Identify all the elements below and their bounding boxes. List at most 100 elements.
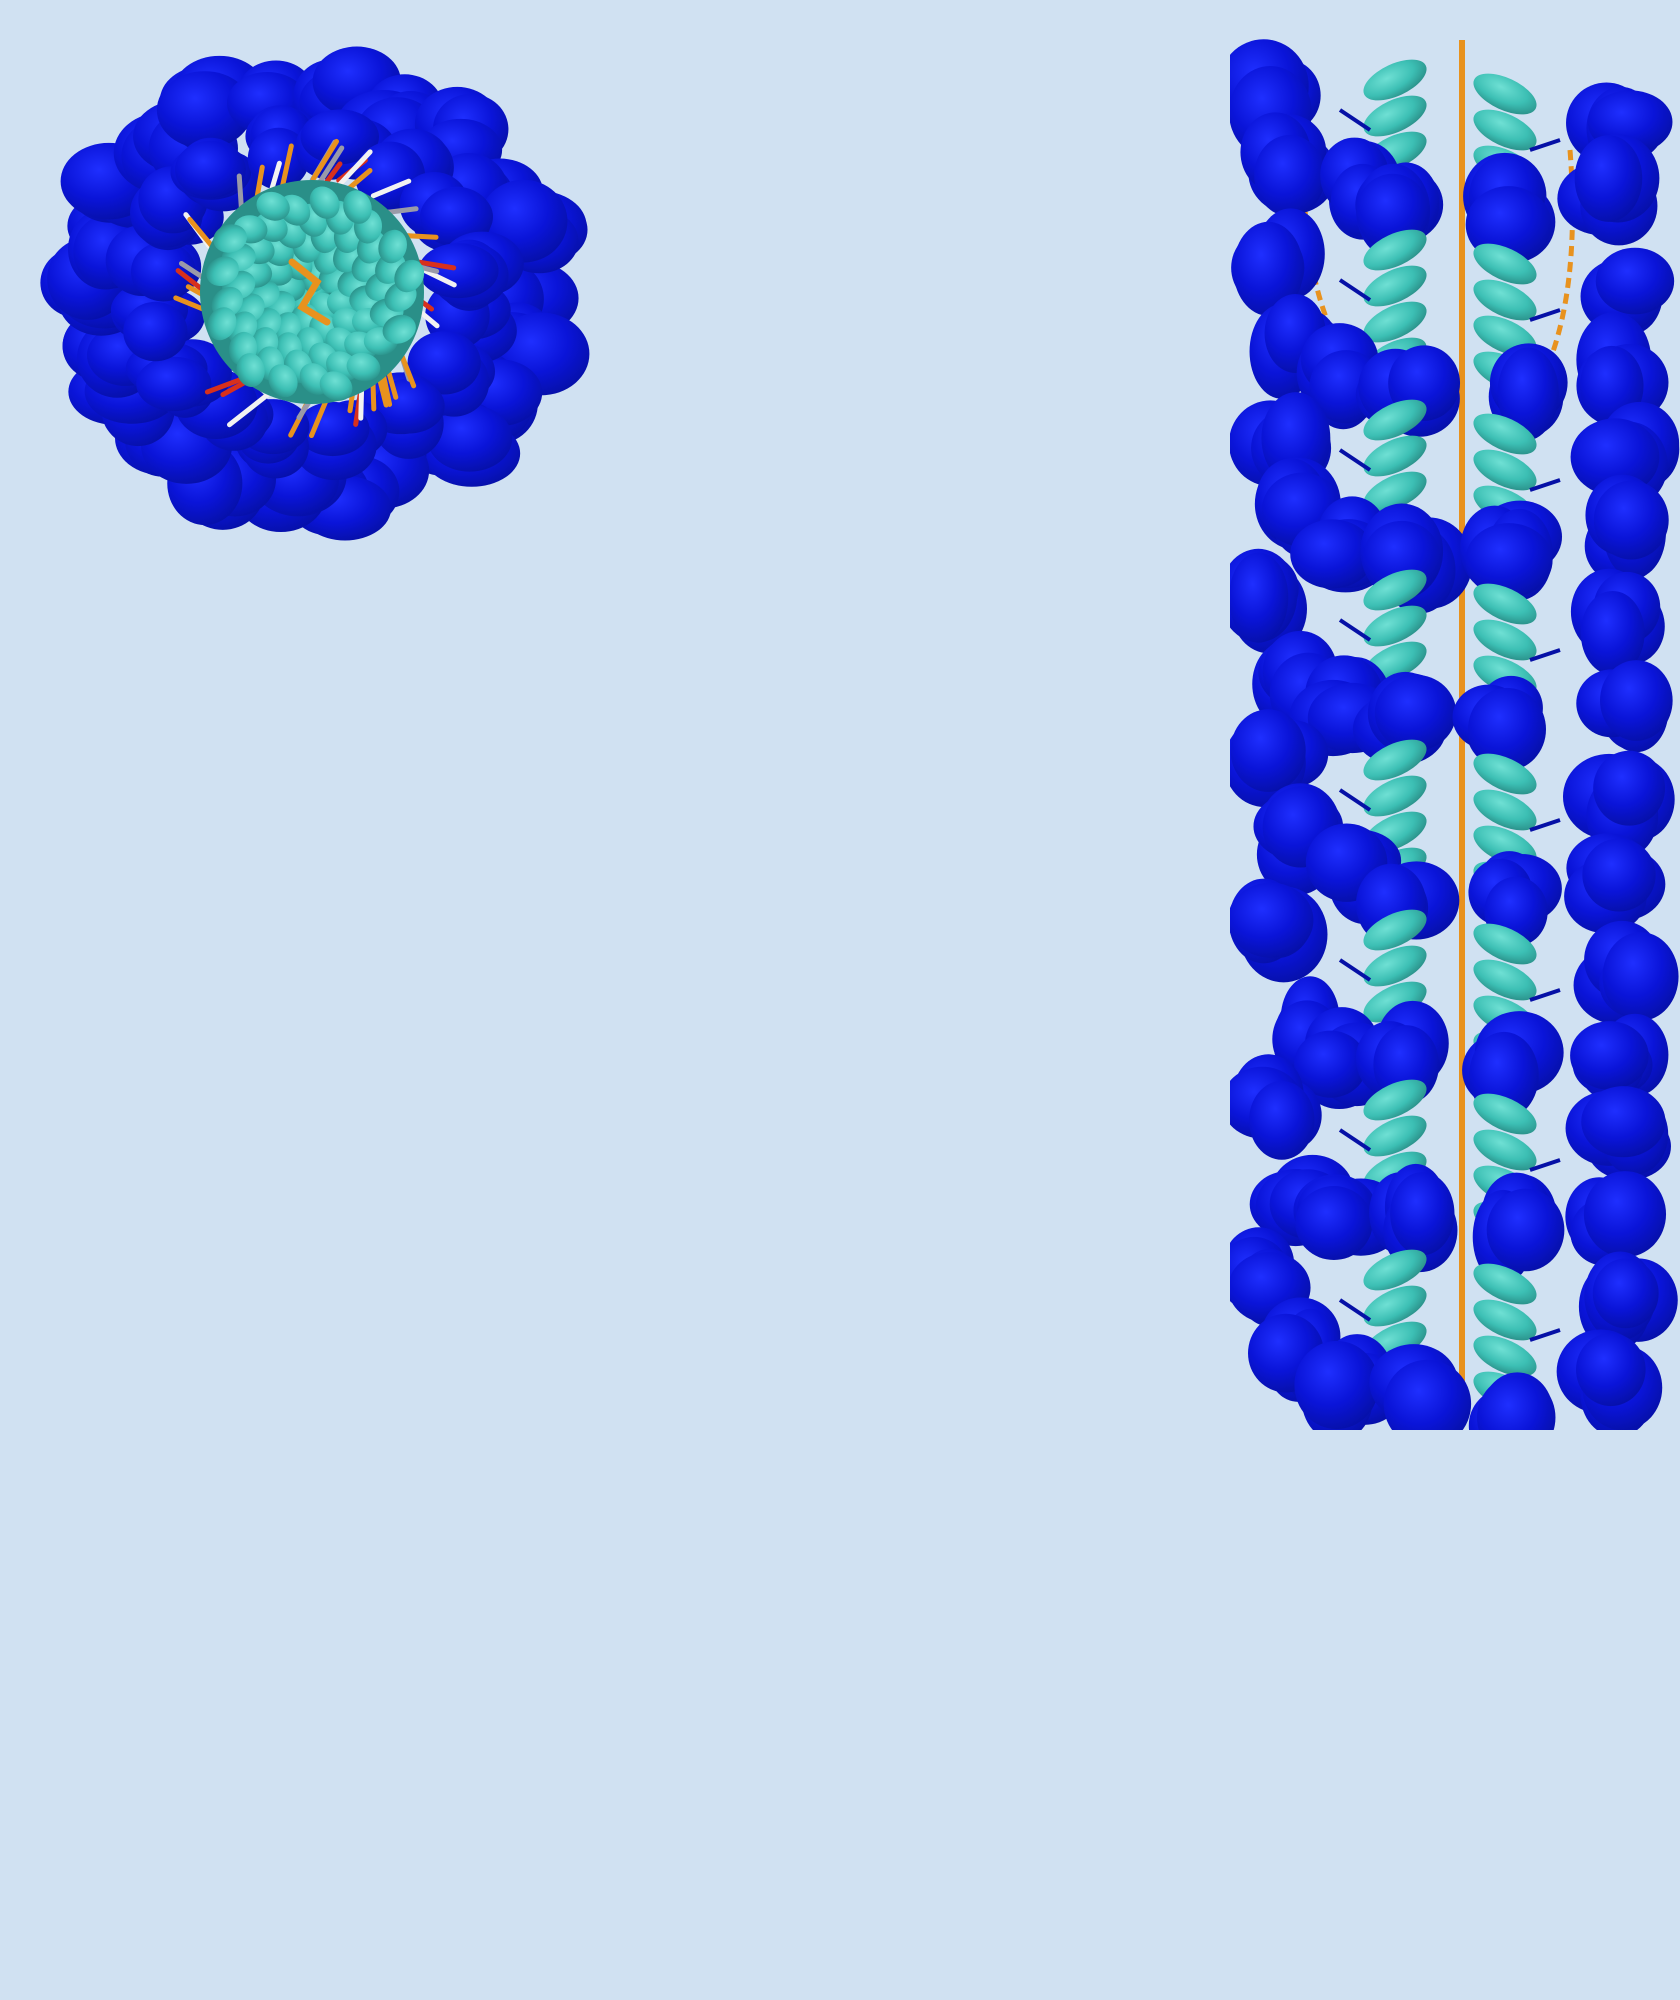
core-aromatic <box>1473 243 1537 285</box>
headgroup-blob <box>1289 655 1398 757</box>
core-aromatic <box>382 314 416 344</box>
core-aromatic <box>1363 1249 1427 1291</box>
headgroup-blob <box>1369 1344 1472 1430</box>
core-aromatic <box>1363 605 1427 647</box>
headgroup-blob <box>1556 1329 1663 1430</box>
headgroup-blob <box>1369 1163 1458 1273</box>
headgroup-blob-lobe <box>1294 1030 1368 1098</box>
headgroup-blob <box>1565 1171 1667 1266</box>
linker-bond <box>1529 1158 1561 1172</box>
headgroup-blob-lobe <box>295 401 370 457</box>
headgroup-blob <box>1230 878 1328 983</box>
core-aromatic <box>1363 229 1427 271</box>
core-aromatic <box>1363 775 1427 817</box>
core-aromatic <box>1363 1285 1427 1327</box>
headgroup-blob-lobe <box>427 404 513 472</box>
core-aromatic <box>1473 1299 1537 1341</box>
core-aromatic <box>206 256 239 286</box>
core-aromatic <box>236 353 265 387</box>
core-aromatic <box>1473 73 1537 115</box>
top-view-group <box>40 46 590 541</box>
headgroup-blob-lobe <box>1599 660 1673 741</box>
headgroup-blob-lobe <box>373 378 445 434</box>
headgroup-blob-lobe <box>1230 882 1314 958</box>
headgroup-blob-lobe <box>1582 838 1656 912</box>
core-aromatic <box>1363 59 1427 101</box>
core-aromatic <box>1363 265 1427 307</box>
headgroup-blob-lobe <box>419 187 493 246</box>
core-aromatic <box>309 186 340 219</box>
linker-bond <box>1338 278 1372 302</box>
linker-bond <box>1529 478 1561 492</box>
core-aromatic <box>343 190 372 224</box>
headgroup-blob-lobe <box>1576 1333 1646 1407</box>
headgroup-blob-lobe <box>1290 519 1375 589</box>
headgroup-blob-lobe <box>1254 134 1326 217</box>
headgroup-blob-lobe <box>1230 552 1289 643</box>
headgroup-blob <box>1452 675 1546 771</box>
headgroup-blob-lobe <box>1570 1021 1649 1090</box>
headgroup-blob-lobe <box>1374 674 1457 751</box>
linker-bond <box>1338 448 1372 472</box>
core-aromatic <box>1363 435 1427 477</box>
headgroup-blob-lobe <box>407 331 481 395</box>
headgroup-blob-lobe <box>1486 1188 1565 1272</box>
side-view-svg <box>1230 39 1680 1430</box>
core-aromatic <box>1363 1115 1427 1157</box>
headgroup-blob <box>1564 833 1666 934</box>
headgroup-blob <box>1570 568 1665 676</box>
core-aromatic <box>378 229 407 264</box>
headgroup-blob-lobe <box>1477 1375 1556 1430</box>
headgroup-blob <box>1460 500 1563 601</box>
side-view-group <box>1230 39 1680 1430</box>
headgroup-blob-lobe <box>1583 1171 1667 1258</box>
headgroup-blob <box>401 331 496 417</box>
headgroup-blob-lobe <box>1295 1186 1373 1261</box>
headgroup-blob-lobe <box>1249 1080 1315 1160</box>
linker-bond <box>175 268 207 294</box>
headgroup-blob <box>1570 1013 1669 1101</box>
headgroup-blob-lobe <box>1593 480 1669 560</box>
linker-bond <box>279 143 294 193</box>
core-aromatic <box>1363 945 1427 987</box>
headgroup-blob <box>418 231 524 311</box>
headgroup-blob-lobe <box>1468 687 1546 771</box>
core-aromatic <box>1473 583 1537 625</box>
linker-bond <box>1529 818 1561 832</box>
headgroup-blob <box>399 171 493 253</box>
headgroup-blob-lobe <box>1593 750 1666 826</box>
core-aromatic <box>1473 619 1537 661</box>
core-aromatic <box>1473 413 1537 455</box>
headgroup-blob <box>1230 709 1329 808</box>
headgroup-blob-lobe <box>1580 590 1645 676</box>
linker-bond <box>1529 308 1561 322</box>
core-aromatic <box>1363 981 1427 1023</box>
headgroup-blob-lobe <box>156 71 253 149</box>
linker-bond <box>1338 958 1372 982</box>
headgroup-blob-lobe <box>1595 247 1675 315</box>
headgroup-blob-lobe <box>1465 523 1553 598</box>
core-aromatic <box>1473 109 1537 151</box>
linker-bond <box>1529 1328 1561 1342</box>
headgroup-blob <box>1231 208 1325 316</box>
linker-bond <box>1529 138 1561 152</box>
core-aromatic <box>1473 449 1537 491</box>
headgroup-blob <box>1462 1011 1564 1119</box>
core-aromatic <box>1473 959 1537 1001</box>
headgroup-blob-lobe <box>1602 932 1679 1021</box>
headgroup-blob-lobe <box>1581 1086 1666 1158</box>
headgroup-blob <box>1576 660 1673 753</box>
linker-bond <box>1338 1128 1372 1152</box>
headgroup-blob-lobe <box>1390 1172 1455 1256</box>
headgroup-blob-lobe <box>1592 1258 1659 1329</box>
headgroup-blob-lobe <box>1233 221 1304 316</box>
linker-bond <box>370 178 412 199</box>
core-aromatic <box>268 364 298 398</box>
headgroup-blob <box>1463 152 1556 264</box>
linker-bond <box>254 164 265 201</box>
headgroup-blob <box>1557 134 1660 246</box>
headgroup-blob <box>1570 401 1680 508</box>
linker-bond <box>420 267 457 288</box>
linker-bond <box>382 206 419 216</box>
